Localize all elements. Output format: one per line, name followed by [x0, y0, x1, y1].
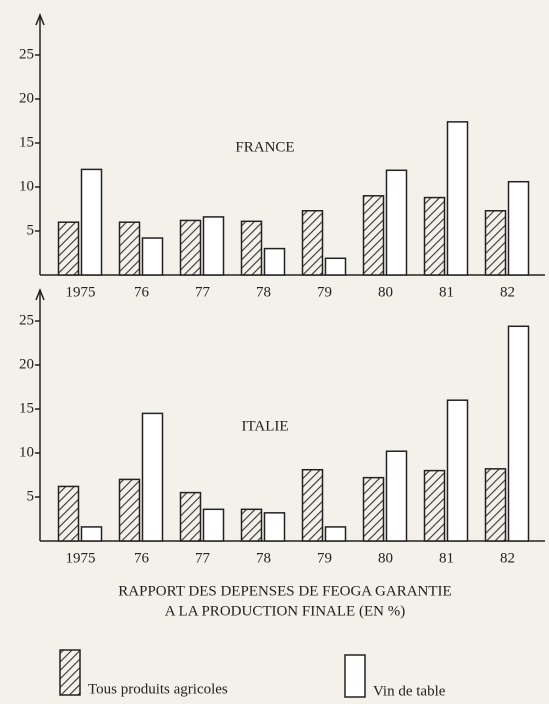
- x-tick-label: 1975: [66, 550, 96, 566]
- bar: [484, 468, 507, 542]
- bar: [385, 169, 408, 276]
- x-tick-label: 81: [439, 550, 454, 566]
- bar: [240, 220, 263, 276]
- y-tick-label: 5: [27, 488, 35, 504]
- legend-label: Tous produits agricoles: [88, 681, 228, 697]
- bar: [118, 221, 141, 276]
- bar: [202, 216, 225, 276]
- y-tick-label: 15: [19, 400, 34, 416]
- bar: [362, 476, 385, 542]
- axis-arrow: [35, 287, 45, 301]
- x-tick-label: 79: [317, 284, 332, 300]
- bar: [202, 508, 225, 542]
- bar: [141, 412, 164, 542]
- y-tick-label: 25: [19, 312, 34, 328]
- bar: [301, 468, 324, 542]
- y-tick-label: 10: [19, 444, 34, 460]
- bar: [263, 247, 286, 276]
- bar: [362, 195, 385, 276]
- bar: [324, 257, 347, 276]
- bar: [385, 450, 408, 542]
- bar: [446, 399, 469, 542]
- y-tick-label: 5: [27, 222, 35, 238]
- bar: [301, 210, 324, 276]
- x-tick-label: 78: [256, 550, 271, 566]
- bar: [507, 180, 530, 276]
- legend-swatch: [344, 654, 366, 698]
- bar: [263, 512, 286, 542]
- axis-arrow: [35, 12, 45, 26]
- x-tick-label: 78: [256, 284, 271, 300]
- x-tick-label: 80: [378, 284, 393, 300]
- legend-label: Vin de table: [373, 683, 446, 699]
- bar: [57, 221, 80, 276]
- x-tick-label: 1975: [66, 284, 96, 300]
- caption-line: RAPPORT DES DEPENSES DE FEOGA GARANTIE: [118, 583, 451, 599]
- y-tick-label: 20: [19, 90, 34, 106]
- bar: [179, 219, 202, 276]
- bar: [141, 237, 164, 276]
- y-tick-label: 25: [19, 46, 34, 62]
- panel-title: FRANCE: [235, 139, 294, 155]
- bar: [240, 508, 263, 542]
- caption-line: A LA PRODUCTION FINALE (EN %): [165, 603, 405, 619]
- x-tick-label: 82: [500, 284, 515, 300]
- bar: [446, 121, 469, 276]
- bar: [80, 526, 103, 542]
- x-tick-label: 79: [317, 550, 332, 566]
- bar: [423, 469, 446, 542]
- x-tick-label: 77: [195, 550, 211, 566]
- bar: [118, 478, 141, 542]
- bar: [324, 526, 347, 542]
- x-tick-label: 82: [500, 550, 515, 566]
- x-tick-label: 80: [378, 550, 393, 566]
- bar: [179, 491, 202, 542]
- legend-swatch: [59, 649, 81, 696]
- bar: [507, 325, 530, 542]
- x-tick-label: 76: [134, 284, 150, 300]
- x-tick-label: 81: [439, 284, 454, 300]
- x-tick-label: 76: [134, 550, 150, 566]
- bar: [484, 210, 507, 276]
- bar: [423, 196, 446, 276]
- y-tick-label: 10: [19, 178, 34, 194]
- x-tick-label: 77: [195, 284, 211, 300]
- y-tick-label: 15: [19, 134, 34, 150]
- panel-title: ITALIE: [241, 418, 288, 434]
- y-tick-label: 20: [19, 356, 34, 372]
- bar: [57, 485, 80, 542]
- bar: [80, 168, 103, 276]
